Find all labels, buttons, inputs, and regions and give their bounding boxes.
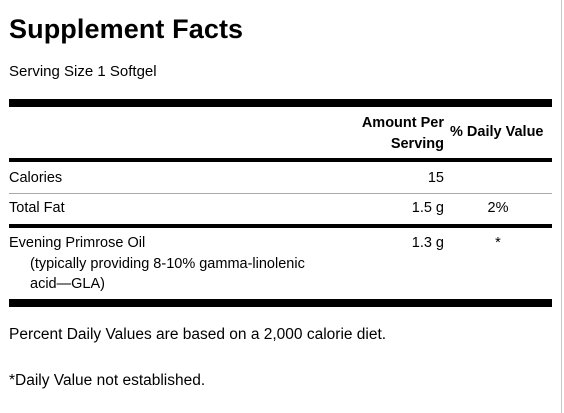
amount-per-header-line1: Amount Per xyxy=(361,115,444,131)
row-name-evening-primrose-oil: Evening Primrose Oil xyxy=(9,235,146,251)
row-subtext-line1: (typically providing 8-10% gamma-linolen… xyxy=(30,256,305,272)
daily-value-header: % Daily Value xyxy=(450,124,544,140)
row-name-total-fat: Total Fat xyxy=(9,200,65,216)
row-dv-total-fat: 2% xyxy=(487,200,509,216)
medium-divider-2 xyxy=(9,224,552,228)
row-subtext-line2: acid—GLA) xyxy=(30,276,105,292)
serving-size: Serving Size 1 Softgel xyxy=(9,63,157,80)
footnote-percent-daily-values: Percent Daily Values are based on a 2,00… xyxy=(9,326,387,343)
row-amount-total-fat: 1.5 g xyxy=(411,200,444,216)
amount-per-header-line2: Serving xyxy=(390,136,444,152)
thick-divider-top xyxy=(9,99,552,107)
thick-divider-bottom xyxy=(9,299,552,307)
row-amount-evening-primrose-oil: 1.3 g xyxy=(411,235,444,251)
row-name-calories: Calories xyxy=(9,170,63,186)
amount-per-serving-header: Amount Per Serving xyxy=(340,113,444,155)
medium-divider xyxy=(9,158,552,162)
footnote-daily-value-not-established: *Daily Value not established. xyxy=(9,372,206,389)
row-dv-evening-primrose-oil: * xyxy=(495,235,501,251)
panel-title: Supplement Facts xyxy=(9,14,244,44)
row-divider xyxy=(9,193,552,194)
row-amount-calories: 15 xyxy=(427,170,444,186)
